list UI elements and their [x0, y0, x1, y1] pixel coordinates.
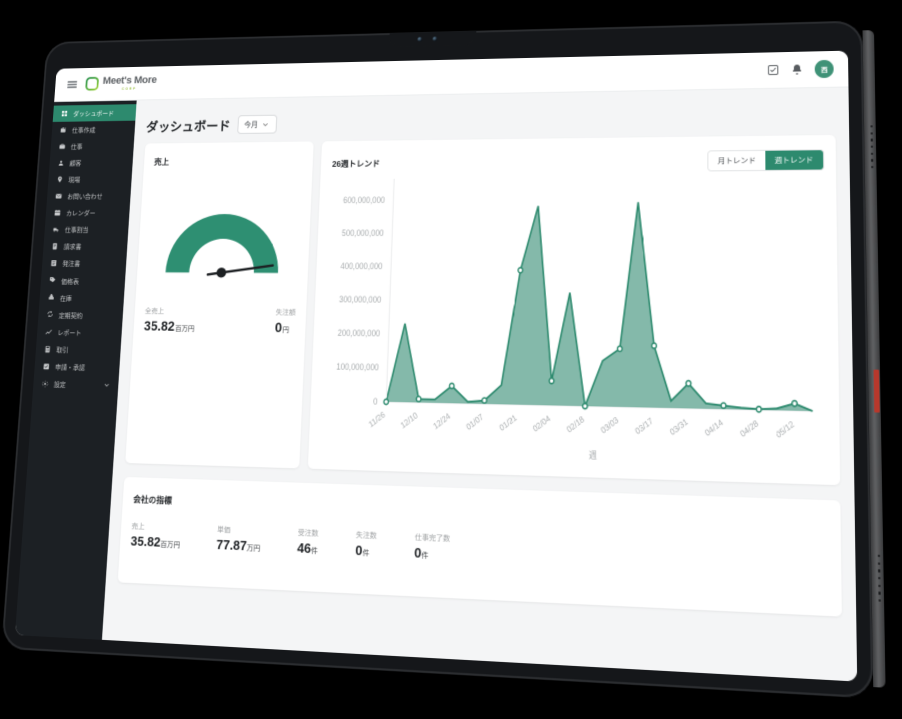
- svg-text:05/12: 05/12: [774, 418, 796, 440]
- svg-text:11/26: 11/26: [367, 409, 387, 429]
- svg-text:03/03: 03/03: [599, 414, 620, 435]
- svg-text:200,000,000: 200,000,000: [337, 327, 380, 338]
- svg-text:0: 0: [373, 396, 378, 407]
- svg-text:01/07: 01/07: [465, 411, 486, 432]
- svg-text:02/18: 02/18: [565, 414, 586, 435]
- svg-text:04/14: 04/14: [703, 417, 725, 438]
- svg-text:100,000,000: 100,000,000: [336, 361, 379, 372]
- svg-text:300,000,000: 300,000,000: [339, 294, 382, 305]
- svg-text:01/21: 01/21: [498, 412, 519, 433]
- svg-text:600,000,000: 600,000,000: [343, 194, 385, 204]
- svg-text:400,000,000: 400,000,000: [340, 260, 383, 271]
- svg-text:週: 週: [589, 449, 598, 460]
- svg-text:12/10: 12/10: [399, 410, 419, 431]
- svg-text:02/04: 02/04: [531, 413, 552, 434]
- svg-text:12/24: 12/24: [432, 410, 453, 431]
- svg-text:03/31: 03/31: [668, 416, 690, 437]
- svg-text:03/17: 03/17: [633, 415, 655, 436]
- svg-text:500,000,000: 500,000,000: [341, 227, 384, 237]
- svg-text:04/28: 04/28: [738, 417, 760, 438]
